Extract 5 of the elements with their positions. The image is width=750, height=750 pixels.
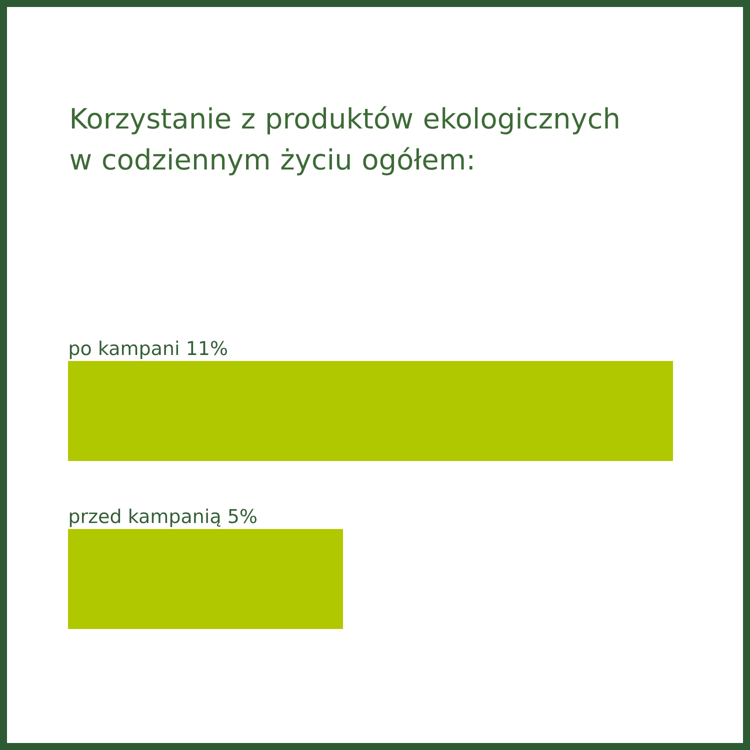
y-tick-label: po kampani [70,340,178,359]
chart-title: Korzystanie z produktów ekologicznych w codziennym życiu ogółem: [70,106,618,176]
data-label: 11% [188,340,227,356]
data-label: 5% [228,508,256,524]
y-tick-label: przed kampanią [70,508,220,527]
